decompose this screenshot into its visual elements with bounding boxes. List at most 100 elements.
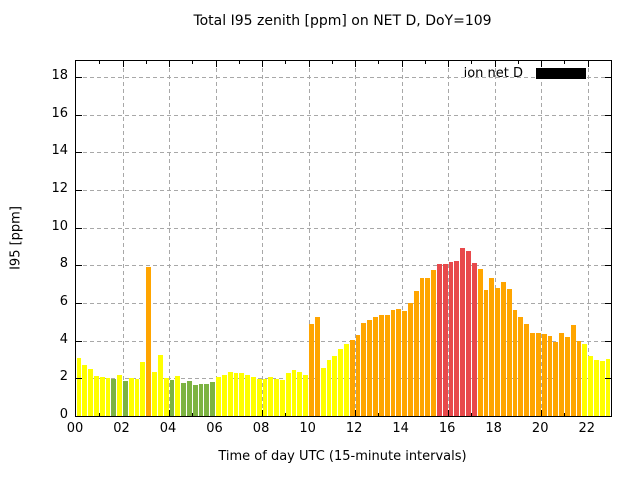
bar [105,378,111,416]
bar [210,382,216,416]
x-tick-top [494,61,496,67]
bar [594,360,599,416]
legend-label: ion net D [463,66,523,81]
bar [431,269,437,416]
bar [396,308,402,416]
bar [233,372,239,416]
bar [530,333,535,416]
bar [570,324,576,416]
bar [256,379,262,416]
x-tick-label: 10 [299,421,316,436]
bar [454,260,460,416]
bar [163,378,169,416]
y-tick-label: 14 [51,143,68,159]
y-axis-label: I95 [ppm] [8,206,24,270]
bar [128,378,134,416]
bar [547,335,553,416]
bar [204,383,210,416]
bar [338,349,343,416]
x-gridline [262,61,264,416]
bar [349,339,355,416]
x-tick-top [517,61,519,64]
bar [280,380,285,416]
x-tick-top [99,61,101,64]
bar [437,264,442,416]
y-gridline [76,152,611,154]
y-tick [76,76,82,78]
y-tick-right [605,265,611,267]
x-tick-label: 14 [392,421,409,436]
x-tick-label: 18 [485,421,502,436]
bar [239,372,245,416]
y-gridline [76,265,611,267]
bar [291,369,297,416]
bar [274,379,280,416]
x-tick-top [238,61,240,64]
bar [344,344,349,416]
x-axis-label: Time of day UTC (15-minute intervals) [218,449,467,464]
x-tick-label: 04 [159,421,177,436]
x-tick-top [145,61,147,64]
y-tick-right [605,302,611,304]
bar [501,282,506,416]
x-tick-top [448,61,450,67]
bar [588,355,594,416]
bar [407,302,413,416]
x-tick-top [378,61,380,64]
bar [518,317,524,416]
y-tick-label: 8 [59,256,68,272]
bar [216,377,221,416]
bar [227,371,233,416]
bar [460,248,466,416]
x-tick-top [215,61,217,67]
y-gridline [76,340,611,342]
y-tick-label: 16 [51,105,68,121]
y-tick-right [605,189,611,191]
bar [262,379,268,416]
bar [157,354,163,416]
x-tick-label: 06 [206,421,223,436]
y-tick [76,189,82,191]
x-gridline [169,61,171,416]
y-tick-right [605,114,611,116]
x-tick-top [424,61,426,64]
bar [146,267,152,416]
bar [477,269,483,416]
bar [425,277,431,416]
bar [175,376,181,416]
x-tick-label: 12 [345,421,363,436]
bar [268,377,274,416]
bar [419,278,425,416]
bar [88,368,93,416]
bar [378,315,384,416]
bar [361,322,367,416]
x-gridline [587,61,589,416]
x-tick-label: 08 [252,421,270,436]
bar [489,278,495,416]
bar [303,374,309,416]
x-tick-top [355,61,357,67]
bar [483,289,489,416]
bar [192,384,198,416]
bar [314,317,320,416]
bar [535,333,541,416]
bar [495,287,500,416]
y-tick [76,302,82,304]
bar [402,311,407,416]
bar [285,372,291,416]
x-tick-label: 02 [113,421,130,436]
x-tick-top [285,61,287,64]
bar [111,379,117,416]
y-tick [76,265,82,267]
plot-area: ion net D [75,60,612,417]
bar [559,333,564,416]
x-tick-top [587,61,589,67]
bar [599,361,605,416]
x-tick-top [471,61,473,64]
x-tick-top [262,61,264,67]
bar [355,334,361,416]
y-gridline [76,227,611,229]
y-gridline [76,302,611,304]
y-tick-label: 2 [59,369,68,385]
y-tick-label: 18 [51,67,68,83]
